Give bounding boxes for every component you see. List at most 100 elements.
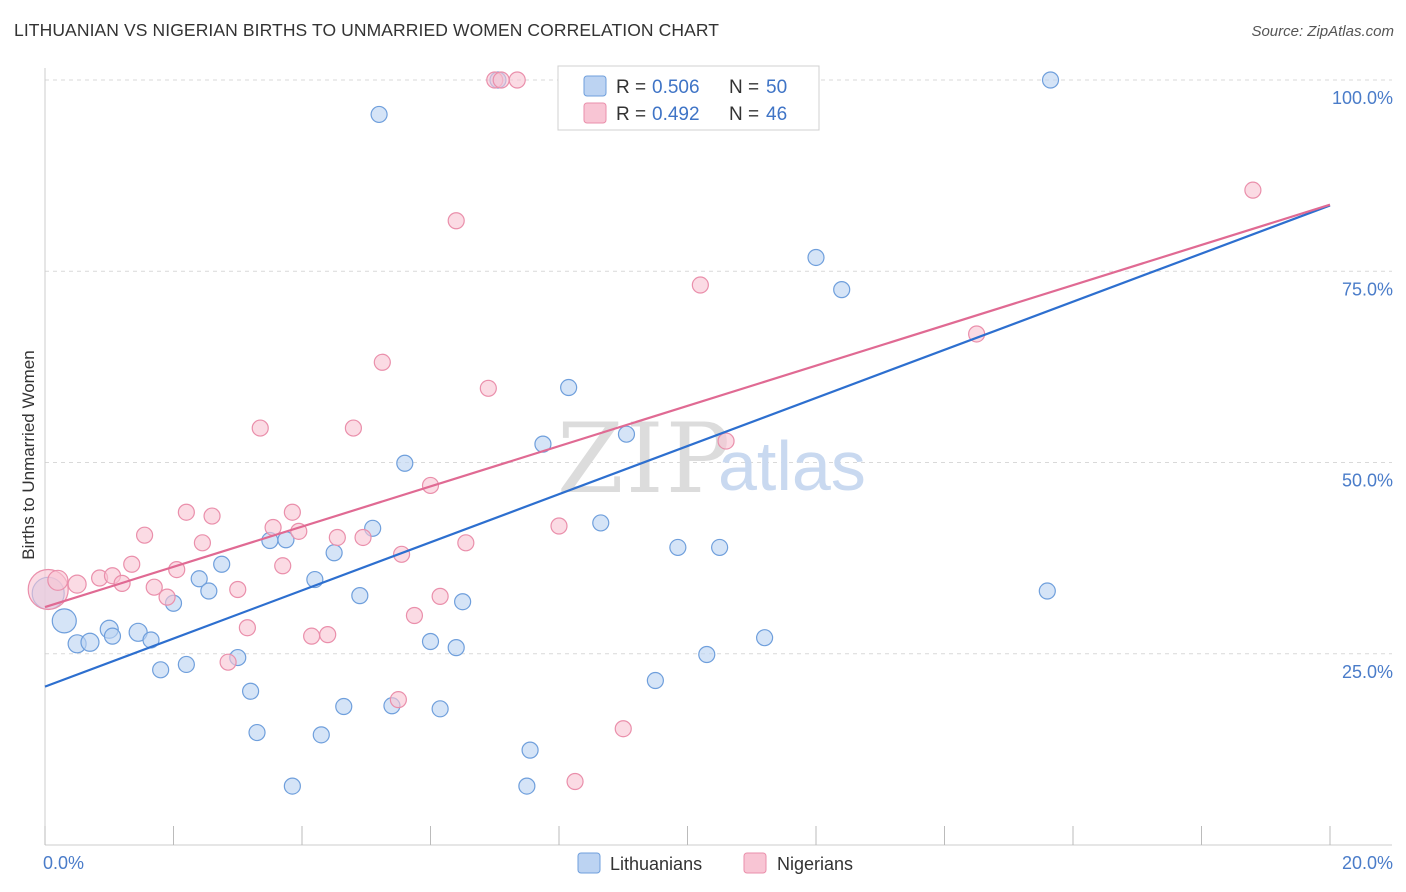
point-lithuanian [335, 697, 353, 716]
point-lithuanian [617, 425, 636, 443]
legend-r-label-2: R = [616, 104, 646, 125]
bottom-legend-swatch-nigerians [743, 852, 767, 874]
point-lithuanian [370, 105, 388, 124]
point-nigerian [193, 534, 212, 552]
point-lithuanian [312, 726, 330, 744]
gridlines [45, 79, 1392, 655]
point-nigerian [566, 772, 584, 791]
bottom-legend-nigerians: Nigerians [777, 854, 853, 874]
point-lithuanian [283, 777, 301, 795]
point-lithuanian [833, 281, 851, 299]
legend-r-value-1: 0.506 [652, 77, 700, 98]
point-lithuanian [646, 671, 664, 690]
point-nigerian [344, 419, 362, 437]
point-nigerian [691, 276, 709, 294]
point-lithuanian [190, 570, 208, 588]
legend-n-label-2: N = [729, 104, 759, 125]
point-nigerian [389, 691, 407, 709]
point-nigerian [283, 503, 301, 521]
point-nigerian [177, 503, 195, 521]
point-nigerian [135, 526, 154, 544]
point-lithuanian [325, 544, 343, 562]
point-lithuanian [669, 538, 687, 557]
point-nigerian [405, 606, 424, 625]
point-nigerian [717, 432, 735, 450]
data-points [27, 70, 1262, 795]
y-tick-label: 75.0% [1342, 279, 1393, 299]
point-lithuanian [454, 593, 472, 611]
axes [44, 68, 1392, 846]
point-lithuanian [1041, 71, 1060, 89]
y-tick-label: 50.0% [1342, 471, 1393, 491]
point-lithuanian [351, 587, 369, 605]
trend-lines [44, 203, 1331, 688]
point-nigerian [219, 653, 237, 671]
point-lithuanian [447, 639, 465, 657]
point-lithuanian [396, 454, 414, 472]
point-nigerian [431, 587, 449, 605]
bottom-legend-lithuanians: Lithuanians [610, 854, 702, 874]
watermark-zip: ZIP [557, 403, 732, 515]
point-lithuanian [592, 514, 610, 532]
point-nigerian [328, 528, 346, 547]
point-nigerian [238, 619, 256, 637]
point-lithuanian [177, 655, 195, 674]
watermark: ZIP atlas [557, 403, 866, 515]
point-lithuanian [200, 582, 218, 600]
series-legend: Lithuanians Nigerians [577, 852, 853, 874]
bottom-legend-swatch-lithuanians [577, 852, 601, 874]
point-lithuanian [80, 632, 100, 652]
y-tick-label: 100.0% [1332, 88, 1393, 108]
point-nigerian [447, 212, 465, 230]
point-lithuanian [248, 723, 266, 742]
point-nigerian [354, 528, 372, 547]
legend-n-label-1: N = [729, 77, 759, 98]
x-tick-label: 0.0% [43, 853, 84, 873]
chart-source: Source: ZipAtlas.com [1251, 23, 1394, 40]
point-nigerian [319, 626, 337, 644]
point-nigerian [479, 379, 497, 397]
correlation-legend: R = 0.506 N = 50 R = 0.492 N = 46 [557, 65, 820, 131]
y-axis-title: Births to Unmarried Women [19, 350, 38, 559]
legend-n-value-1: 50 [766, 77, 787, 98]
point-lithuanian [51, 608, 77, 634]
point-nigerian [457, 534, 475, 552]
point-nigerian [203, 507, 221, 525]
point-nigerian [47, 569, 69, 591]
point-nigerian [274, 557, 292, 575]
trend-line-nigerians [44, 203, 1331, 609]
point-lithuanian [152, 661, 170, 679]
y-tick-label: 25.0% [1342, 662, 1393, 682]
point-lithuanian [711, 538, 729, 557]
point-lithuanian [521, 741, 539, 759]
point-lithuanian [1038, 582, 1056, 600]
point-nigerian [67, 574, 87, 594]
x-tick-label: 20.0% [1342, 853, 1393, 873]
legend-n-value-2: 46 [766, 104, 787, 125]
point-nigerian [158, 588, 176, 606]
point-lithuanian [242, 682, 260, 700]
point-nigerian [1244, 181, 1262, 199]
legend-swatch-nigerians [583, 102, 607, 124]
point-lithuanian [755, 629, 774, 647]
legend-r-value-2: 0.492 [652, 104, 700, 125]
legend-swatch-lithuanians [583, 75, 607, 97]
point-nigerian [373, 353, 391, 371]
legend-r-label-1: R = [616, 77, 646, 98]
trend-line-lithuanians [44, 204, 1331, 688]
point-lithuanian [103, 627, 122, 645]
point-lithuanian [518, 777, 536, 795]
point-nigerian [123, 555, 141, 573]
watermark-atlas: atlas [718, 427, 866, 505]
point-nigerian [229, 580, 247, 599]
point-nigerian [492, 71, 510, 89]
point-nigerian [508, 71, 526, 89]
point-lithuanian [698, 645, 716, 664]
point-lithuanian [807, 248, 825, 267]
point-lithuanian [431, 700, 449, 718]
point-nigerian [392, 545, 411, 563]
point-nigerian [614, 720, 632, 738]
tick-labels: 25.0% 50.0% 75.0% 100.0% 0.0% 20.0% [43, 88, 1393, 873]
point-nigerian [550, 517, 568, 535]
